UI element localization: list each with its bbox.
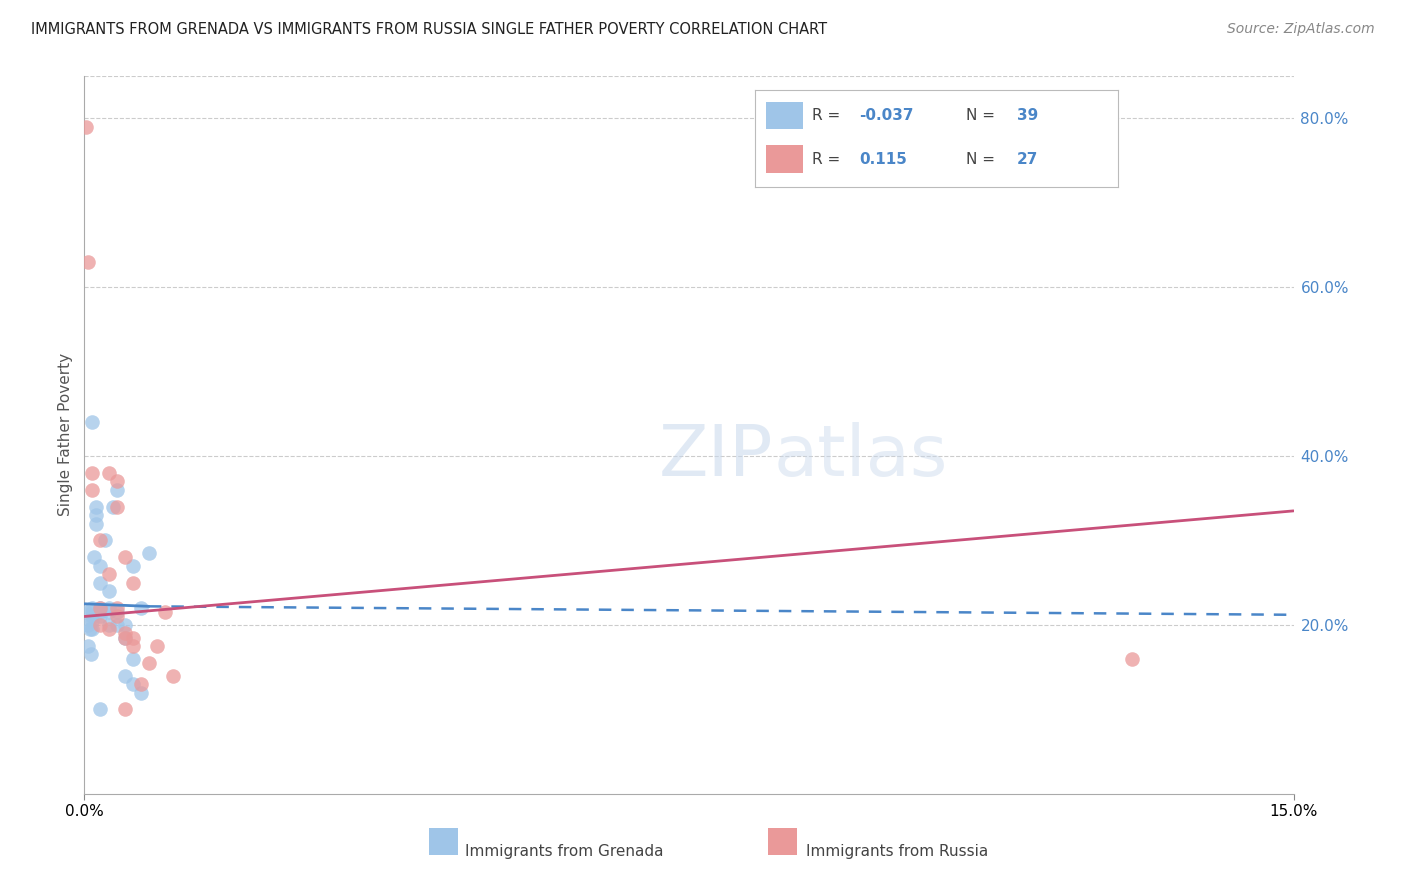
Point [75,120,97,134]
Point [114,631,136,645]
Point [114,618,136,632]
Point [121,651,143,665]
Point [89,702,111,716]
Point [1121,651,1143,665]
Point [80,614,103,628]
Point [89,618,111,632]
Point [97,622,120,636]
Text: Immigrants from Grenada: Immigrants from Grenada [465,844,664,859]
Point [89,605,111,619]
Point [89,601,111,615]
Point [114,626,136,640]
Point [82,601,104,615]
Point [97,601,120,615]
Point [77,639,100,653]
Point [89,575,111,590]
Text: Immigrants from Russia: Immigrants from Russia [806,844,988,859]
Point [105,601,128,615]
Point [86,508,108,522]
Point [114,631,136,645]
Point [97,618,120,632]
Point [114,668,136,682]
Point [93,533,115,548]
Point [105,500,128,514]
Point [97,567,120,582]
Point [82,605,104,619]
Point [105,483,128,497]
Point [105,618,128,632]
Point [82,415,104,429]
Point [97,584,120,599]
Y-axis label: Single Father Poverty: Single Father Poverty [58,353,73,516]
Point [82,622,104,636]
Text: IMMIGRANTS FROM GRENADA VS IMMIGRANTS FROM RUSSIA SINGLE FATHER POVERTY CORRELAT: IMMIGRANTS FROM GRENADA VS IMMIGRANTS FR… [31,22,827,37]
Point [83,550,105,565]
Point [146,639,169,653]
Point [80,648,103,662]
Point [75,605,97,619]
Point [77,618,100,632]
Point [79,622,101,636]
Point [129,677,152,691]
Point [77,254,100,268]
Point [138,656,160,670]
Point [121,558,143,573]
Point [121,639,143,653]
Point [97,466,120,480]
Point [114,702,136,716]
Point [105,475,128,489]
Point [129,685,152,699]
Point [89,609,111,624]
Point [89,533,111,548]
Point [105,605,128,619]
Text: Source: ZipAtlas.com: Source: ZipAtlas.com [1227,22,1375,37]
Point [89,558,111,573]
Point [121,631,143,645]
Text: ZIP: ZIP [659,422,773,491]
Point [82,609,104,624]
Point [129,601,152,615]
Point [153,605,176,619]
Point [105,609,128,624]
Point [114,550,136,565]
Point [97,605,120,619]
Point [121,575,143,590]
Point [82,466,104,480]
Point [121,677,143,691]
Point [86,516,108,531]
Point [162,668,184,682]
Point [86,500,108,514]
Point [138,546,160,560]
Text: atlas: atlas [773,422,948,491]
Point [101,500,124,514]
Point [89,601,111,615]
Point [82,483,104,497]
